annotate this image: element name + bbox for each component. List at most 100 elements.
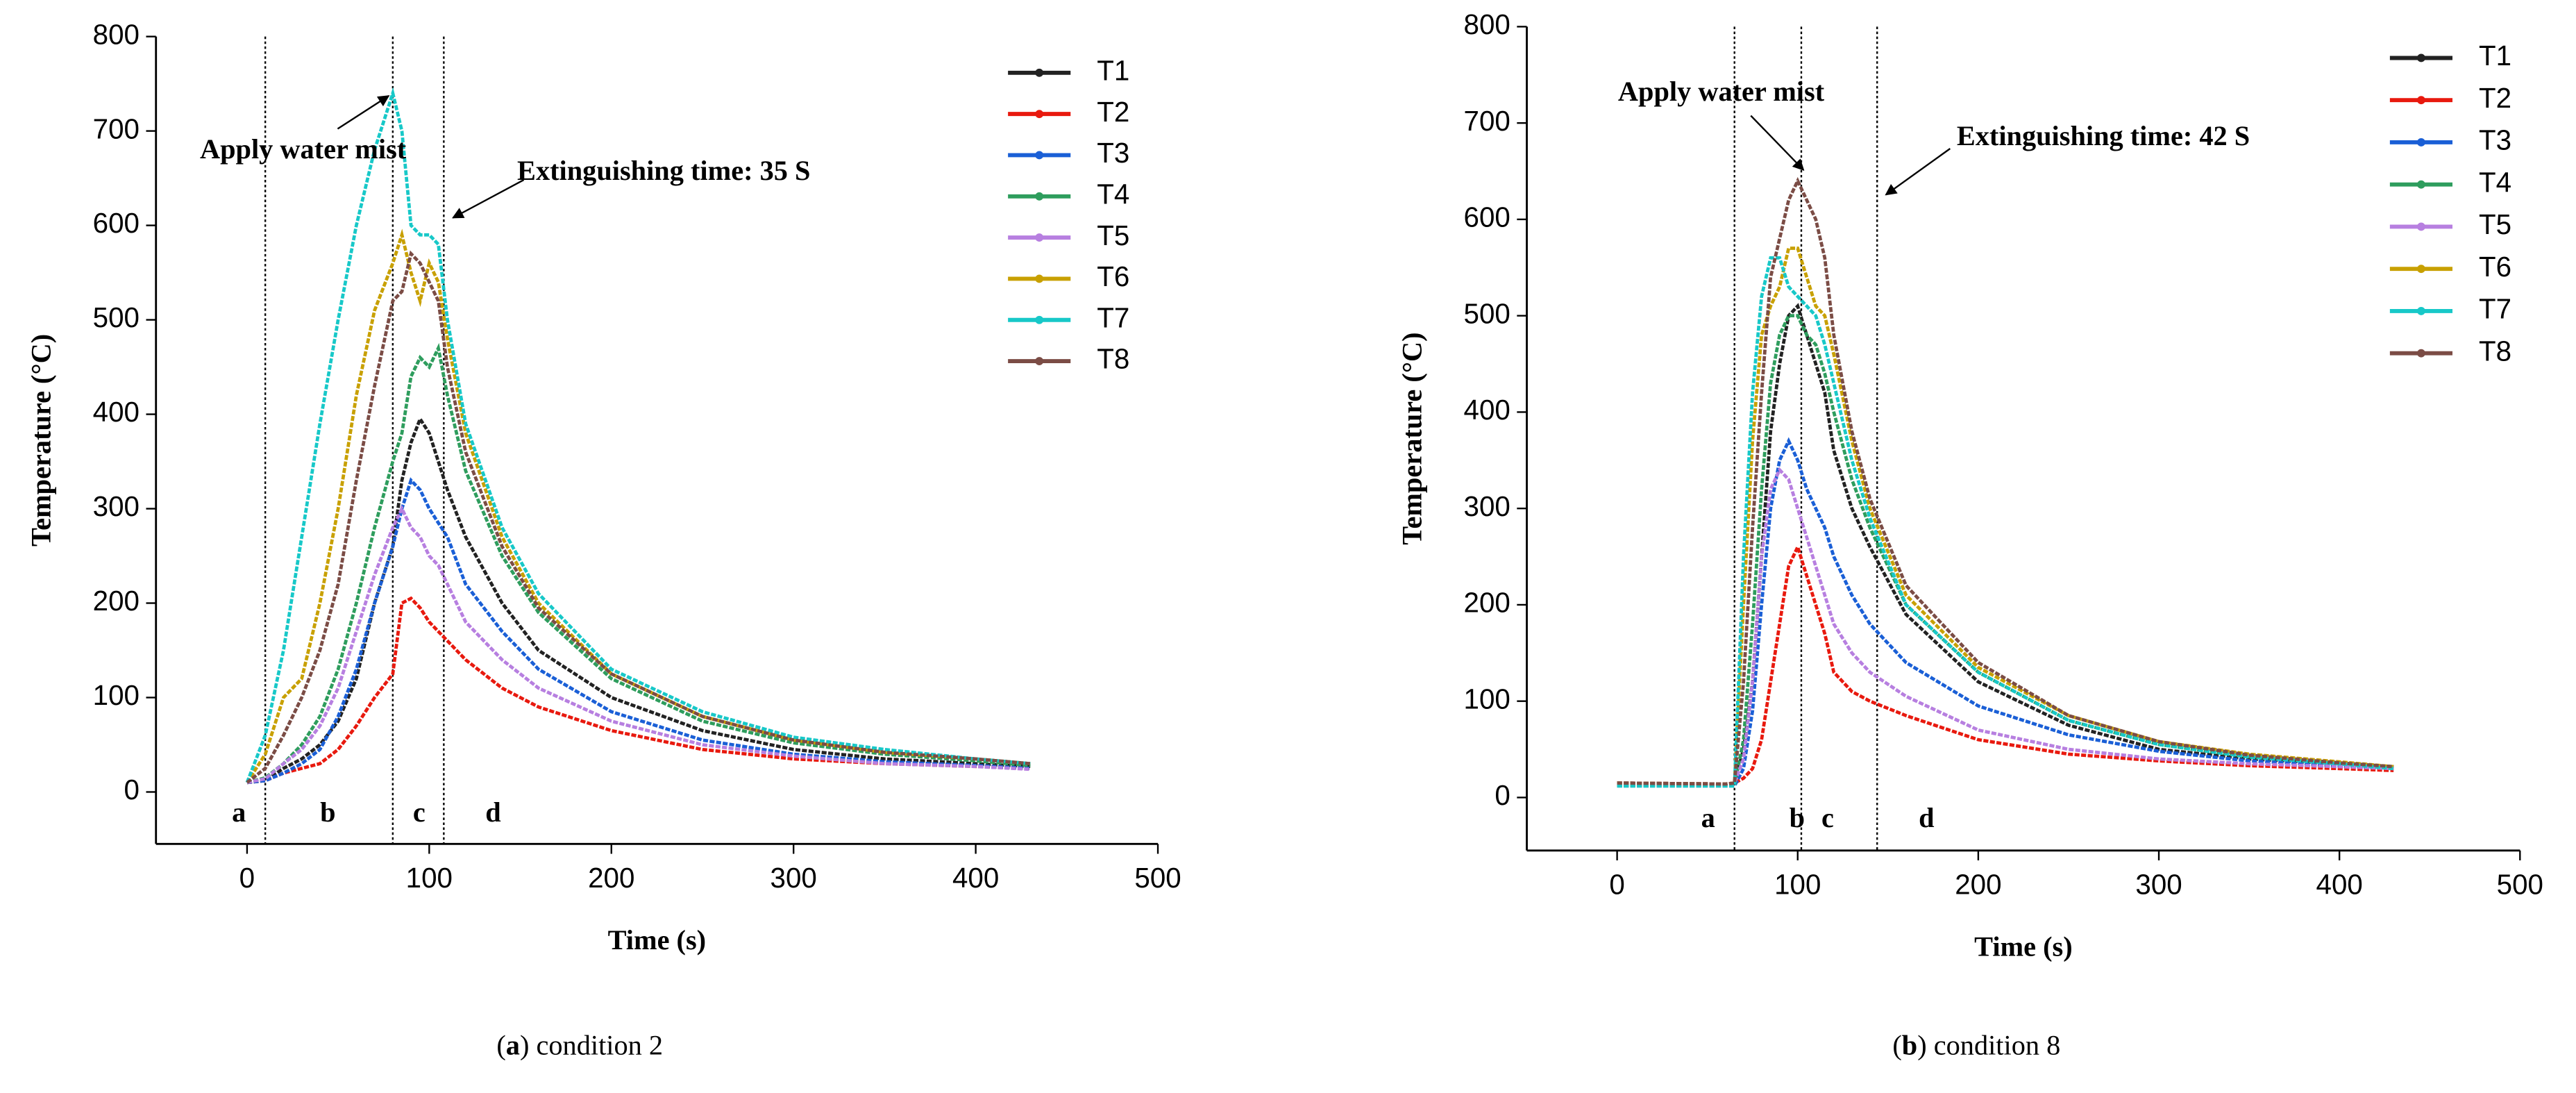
- y-tick-label: 100: [1464, 683, 1510, 715]
- x-tick-label: 400: [952, 862, 999, 894]
- phase-label: d: [1919, 802, 1934, 833]
- x-tick-label: 500: [2497, 869, 2543, 901]
- annotation-arrow: [1750, 115, 1805, 172]
- series-line: [246, 477, 1031, 785]
- x-tick-label: 100: [406, 862, 453, 894]
- phase-label: b: [320, 796, 335, 828]
- legend-label: T4: [2479, 166, 2511, 198]
- caption: (b) condition 8: [1892, 1030, 2060, 1061]
- legend-marker: [1035, 274, 1044, 283]
- legend-marker: [1035, 233, 1044, 242]
- series-line: [246, 415, 1031, 785]
- caption-part: ) condition 2: [520, 1030, 663, 1061]
- series-line: [246, 342, 1031, 785]
- y-tick-label: 0: [124, 774, 140, 806]
- x-tick-label: 100: [1774, 869, 1821, 901]
- legend-label: T7: [1097, 301, 1129, 333]
- series-line: [1617, 542, 2394, 786]
- annotation: Extinguishing time: 42 S: [1957, 120, 2250, 151]
- series-line: [1617, 437, 2394, 788]
- series-line: [1617, 314, 2394, 788]
- series-line: [246, 596, 1031, 785]
- phase-label: b: [1790, 802, 1805, 833]
- phase-label: c: [1821, 802, 1834, 833]
- y-tick-label: 200: [93, 585, 140, 617]
- legend-label: T6: [2479, 251, 2511, 283]
- legend-label: T5: [2479, 208, 2511, 240]
- y-tick-label: 600: [1464, 201, 1510, 233]
- annotation: Apply water mist: [200, 133, 407, 165]
- y-tick-label: 300: [1464, 490, 1510, 522]
- legend-label: T2: [1097, 96, 1129, 128]
- legend-marker: [2417, 265, 2425, 274]
- y-tick-label: 200: [1464, 587, 1510, 619]
- series-line: [1617, 303, 2394, 786]
- chart: 0 100 200 300 400 500 600 700 800 0 100 200 300 400 50…: [26, 18, 1181, 1060]
- series-line: [246, 505, 1031, 785]
- legend-label: T1: [1097, 54, 1129, 86]
- legend-label: T4: [1097, 178, 1129, 210]
- legend-label: T8: [2479, 335, 2511, 367]
- legend-marker: [1035, 192, 1044, 201]
- y-tick-label: 400: [93, 396, 140, 428]
- annotation-arrow: [337, 95, 390, 130]
- legend-marker: [2417, 180, 2425, 189]
- caption-part: b: [1902, 1030, 1917, 1061]
- series-line: [1617, 256, 2394, 788]
- annotation-arrow: [1885, 148, 1951, 196]
- legend-marker: [2417, 349, 2425, 358]
- annotation-arrow: [452, 179, 525, 219]
- legend-label: T1: [2479, 40, 2511, 72]
- y-tick-label: 800: [93, 18, 140, 50]
- phase-label: d: [485, 796, 500, 828]
- legend-marker: [2417, 138, 2425, 147]
- legend-marker: [2417, 222, 2425, 231]
- series-line: [1617, 176, 2394, 786]
- x-tick-label: 400: [2316, 869, 2363, 901]
- legend-marker: [1035, 357, 1044, 365]
- legend-marker: [2417, 96, 2425, 105]
- annotation: Extinguishing time: 35 S: [517, 155, 810, 186]
- legend-label: T3: [1097, 137, 1129, 169]
- y-axis-title: Temperature (°C): [26, 334, 57, 546]
- legend-marker: [2417, 53, 2425, 62]
- legend-label: T6: [1097, 260, 1129, 292]
- caption-part: ) condition 8: [1917, 1030, 2060, 1061]
- phase-label: c: [413, 796, 426, 828]
- y-axis-title: Temperature (°C): [1396, 332, 1427, 544]
- chart: 0 100 200 300 400 500 600 700 800 0 100 200 300 400 50…: [1396, 8, 2543, 1061]
- caption-part: (: [496, 1030, 505, 1061]
- y-tick-label: 700: [93, 112, 140, 144]
- legend-marker: [1035, 315, 1044, 324]
- series-line: [246, 250, 1031, 784]
- y-tick-label: 700: [1464, 105, 1510, 137]
- phase-label: a: [232, 796, 246, 828]
- legend-label: T2: [2479, 82, 2511, 114]
- y-tick-label: 500: [93, 301, 140, 333]
- x-axis-title: Time (s): [608, 924, 707, 956]
- y-tick-label: 100: [93, 679, 140, 711]
- series-line: [1617, 247, 2394, 786]
- x-tick-label: 500: [1134, 862, 1181, 894]
- series-line: [245, 87, 1031, 783]
- x-tick-label: 300: [2135, 869, 2182, 901]
- x-axis-title: Time (s): [1974, 931, 2073, 962]
- x-tick-label: 200: [1955, 869, 2001, 901]
- legend-marker: [1035, 68, 1044, 77]
- legend-label: T3: [2479, 124, 2511, 156]
- x-tick-label: 0: [239, 862, 255, 894]
- legend-label: T8: [1097, 343, 1129, 375]
- caption-part: a: [506, 1030, 520, 1061]
- series-line: [245, 228, 1031, 784]
- x-tick-label: 200: [588, 862, 634, 894]
- caption: (a) condition 2: [496, 1030, 663, 1061]
- legend-label: T7: [2479, 293, 2511, 325]
- y-tick-label: 800: [1464, 8, 1510, 40]
- caption-part: (: [1892, 1030, 1901, 1061]
- x-tick-label: 0: [1609, 869, 1624, 901]
- legend-marker: [1035, 151, 1044, 160]
- y-tick-label: 400: [1464, 394, 1510, 426]
- annotation: Apply water mist: [1618, 76, 1825, 107]
- y-tick-label: 600: [93, 207, 140, 239]
